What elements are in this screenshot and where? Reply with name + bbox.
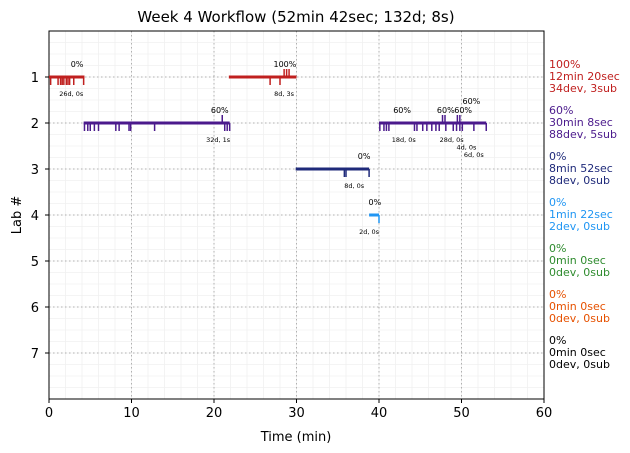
lab-1-summary: 34dev, 3sub bbox=[549, 82, 617, 95]
lab-7-summary: 0% bbox=[549, 334, 566, 347]
x-tick-label: 60 bbox=[536, 406, 553, 421]
segment-info: 18d, 0s bbox=[392, 136, 417, 144]
lab-4-summary: 2dev, 0sub bbox=[549, 220, 610, 233]
segment-percent: 0% bbox=[358, 152, 371, 161]
lab-6-summary: 0% bbox=[549, 288, 566, 301]
x-tick-label: 50 bbox=[453, 406, 470, 421]
y-tick-label: 6 bbox=[31, 301, 39, 316]
segment-info: 28d, 0s bbox=[440, 136, 465, 144]
segment-percent: 0% bbox=[369, 198, 382, 207]
lab-1-summary: 100% bbox=[549, 58, 580, 71]
x-tick-label: 20 bbox=[206, 406, 223, 421]
lab-5-summary: 0min 0sec bbox=[549, 254, 606, 267]
segment-percent: 60% bbox=[463, 97, 481, 106]
x-axis-label: Time (min) bbox=[260, 430, 332, 445]
lab-4-summary: 0% bbox=[549, 196, 566, 209]
segment-percent: 60% bbox=[393, 106, 411, 115]
lab-5-summary: 0dev, 0sub bbox=[549, 266, 610, 279]
segment-info: 2d, 0s bbox=[359, 228, 380, 236]
segment-info: 26d, 0s bbox=[59, 90, 84, 98]
y-tick-label: 7 bbox=[31, 347, 39, 362]
lab-4-summary: 1min 22sec bbox=[549, 208, 613, 221]
x-tick-label: 40 bbox=[371, 406, 388, 421]
y-tick-label: 4 bbox=[31, 209, 39, 224]
lab-2-summary: 60% bbox=[549, 104, 573, 117]
lab-1-summary: 12min 20sec bbox=[549, 70, 620, 83]
segment-percent: 60% bbox=[454, 106, 472, 115]
segment-info: 4d, 0s bbox=[456, 144, 477, 152]
lab-2-summary: 30min 8sec bbox=[549, 116, 613, 129]
lab-6-summary: 0min 0sec bbox=[549, 300, 606, 313]
segment-info: 6d, 0s bbox=[464, 151, 485, 159]
chart-title: Week 4 Workflow (52min 42sec; 132d; 8s) bbox=[137, 8, 454, 26]
lab-3-summary: 8dev, 0sub bbox=[549, 174, 610, 187]
y-axis-label: Lab # bbox=[10, 196, 25, 235]
segment-info: 8d, 3s bbox=[274, 90, 295, 98]
y-tick-label: 2 bbox=[31, 117, 39, 132]
segment-info: 32d, 1s bbox=[206, 136, 231, 144]
x-tick-label: 30 bbox=[288, 406, 305, 421]
lab-6-summary: 0dev, 0sub bbox=[549, 312, 610, 325]
lab-3-summary: 8min 52sec bbox=[549, 162, 613, 175]
plot-frame bbox=[48, 30, 545, 400]
segment-percent: 60% bbox=[211, 106, 229, 115]
lab-7-summary: 0dev, 0sub bbox=[549, 358, 610, 371]
lab-5-summary: 0% bbox=[549, 242, 566, 255]
y-tick-label: 5 bbox=[31, 255, 39, 270]
x-tick-label: 0 bbox=[45, 406, 53, 421]
segment-percent: 60% bbox=[437, 106, 455, 115]
segment-info: 8d, 0s bbox=[344, 182, 365, 190]
y-tick-label: 3 bbox=[31, 163, 39, 178]
lab-2-summary: 88dev, 5sub bbox=[549, 128, 617, 141]
x-tick-label: 10 bbox=[123, 406, 140, 421]
lab-3-summary: 0% bbox=[549, 150, 566, 163]
y-tick-label: 1 bbox=[31, 71, 39, 86]
segment-percent: 0% bbox=[71, 60, 84, 69]
segment-percent: 100% bbox=[274, 60, 297, 69]
lab-7-summary: 0min 0sec bbox=[549, 346, 606, 359]
